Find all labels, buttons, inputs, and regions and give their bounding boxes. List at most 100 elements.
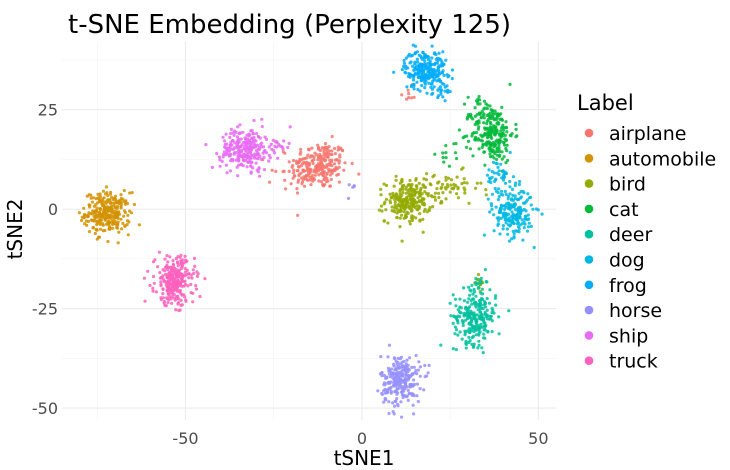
point-ship: [226, 146, 230, 150]
point-dog: [501, 227, 505, 231]
point-ship: [236, 141, 240, 145]
point-deer: [480, 297, 484, 301]
point-frog: [423, 53, 427, 57]
point-truck: [180, 303, 184, 307]
point-truck: [153, 258, 157, 262]
point-deer: [481, 307, 485, 311]
point-frog: [423, 59, 427, 63]
point-cat: [514, 127, 518, 131]
point-deer: [467, 335, 471, 339]
point-ship: [273, 144, 277, 148]
point-airplane: [405, 97, 409, 101]
point-ship: [254, 148, 259, 153]
point-dog: [508, 192, 512, 196]
point-airplane: [290, 165, 294, 169]
point-dog: [526, 192, 530, 196]
point-frog: [432, 76, 437, 80]
point-automobile: [94, 197, 98, 201]
point-airplane: [335, 173, 339, 177]
point-deer: [480, 317, 484, 322]
point-airplane: [306, 161, 311, 166]
point-airplane: [306, 178, 310, 182]
point-cat: [490, 136, 494, 140]
point-ship: [230, 147, 234, 151]
point-airplane: [308, 167, 312, 171]
point-deer: [466, 308, 470, 313]
point-deer: [483, 324, 487, 328]
point-truck: [172, 289, 176, 293]
point-bird: [484, 188, 488, 192]
point-ship: [223, 142, 227, 146]
point-deer: [482, 320, 486, 325]
point-truck: [192, 271, 196, 276]
point-airplane: [407, 92, 411, 96]
point-deer: [459, 306, 463, 310]
point-ship: [259, 157, 263, 161]
point-horse: [392, 412, 396, 416]
point-truck: [180, 278, 184, 282]
point-bird: [441, 191, 445, 195]
point-ship: [252, 145, 256, 149]
point-frog: [431, 91, 435, 95]
point-bird: [463, 191, 467, 195]
point-automobile: [106, 239, 110, 244]
point-automobile: [128, 191, 132, 195]
point-cat: [441, 151, 445, 155]
point-dog: [511, 198, 515, 202]
point-bird: [460, 182, 464, 186]
point-ship: [228, 135, 232, 139]
point-automobile: [98, 227, 103, 231]
point-deer: [497, 315, 501, 319]
point-frog: [440, 71, 444, 75]
point-cat: [502, 155, 506, 159]
point-dog: [517, 227, 521, 231]
point-ship: [267, 159, 271, 163]
point-dog: [534, 207, 539, 211]
point-ship: [249, 156, 253, 160]
point-cat: [480, 145, 484, 149]
point-truck: [180, 258, 184, 262]
point-cat: [444, 156, 448, 160]
point-cat: [482, 150, 486, 154]
point-automobile: [91, 226, 95, 230]
point-dog: [511, 220, 515, 224]
point-cat: [468, 147, 472, 151]
point-bird: [447, 176, 451, 180]
point-frog: [402, 61, 406, 65]
point-dog: [496, 198, 500, 202]
legend-item-horse: horse: [584, 300, 662, 322]
point-deer: [494, 303, 498, 307]
point-truck: [148, 283, 152, 288]
point-ship: [251, 132, 255, 136]
point-horse: [423, 363, 427, 368]
point-cat: [500, 105, 504, 109]
point-dog: [508, 179, 512, 184]
point-truck: [190, 276, 194, 280]
point-cat: [455, 156, 459, 161]
point-bird: [435, 187, 439, 191]
point-cat: [473, 136, 477, 141]
legend-item-frog: frog: [584, 275, 647, 297]
point-airplane: [291, 176, 295, 180]
point-automobile: [106, 193, 110, 198]
point-ship: [287, 141, 291, 145]
point-frog: [420, 71, 424, 75]
point-deer: [485, 280, 489, 284]
point-ship: [269, 142, 273, 146]
point-ship: [258, 154, 262, 158]
point-horse: [394, 382, 398, 386]
point-deer: [476, 286, 480, 290]
point-horse: [415, 372, 419, 376]
point-cat: [485, 136, 490, 140]
point-frog: [415, 57, 419, 61]
point-bird: [379, 193, 383, 197]
point-bird: [449, 183, 453, 187]
point-horse: [394, 399, 398, 403]
point-ship: [251, 139, 255, 143]
point-ship: [210, 165, 214, 169]
point-deer: [456, 319, 460, 323]
point-airplane: [329, 177, 333, 181]
point-airplane: [267, 180, 272, 184]
point-truck: [182, 284, 186, 288]
point-deer: [468, 329, 472, 333]
